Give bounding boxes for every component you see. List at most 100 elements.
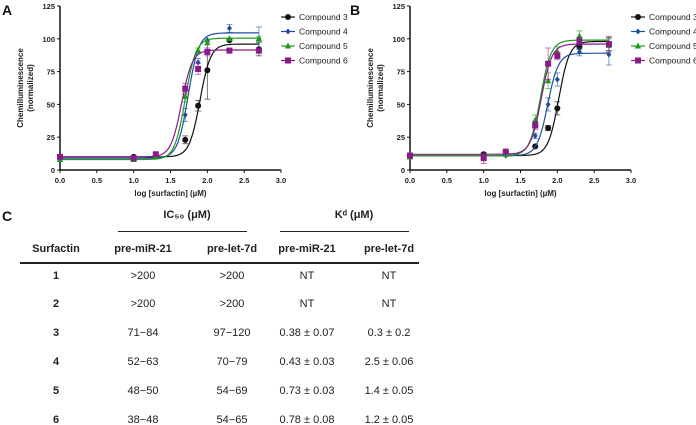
header-divider bbox=[20, 262, 419, 264]
series-compound-6 bbox=[407, 35, 612, 164]
row-label: 2 bbox=[52, 298, 60, 310]
group-header-ic50: IC₅₀ (μM) bbox=[163, 209, 211, 221]
x-tick-label: 0.5 bbox=[442, 176, 452, 185]
square-marker bbox=[182, 85, 189, 92]
diamond-marker bbox=[285, 28, 291, 35]
square-marker bbox=[576, 38, 583, 45]
chart-b: 0.0 0.5 1.0 1.5 2.0 2.5 3.0 0 25 50 75 100 125 log [s… bbox=[366, 2, 696, 198]
triangle-marker bbox=[284, 42, 292, 49]
legend-label: Compound 4 bbox=[299, 27, 348, 37]
triangle-marker bbox=[182, 93, 189, 100]
y-tick-label: 100 bbox=[42, 35, 55, 44]
table-cell: 0.43 ± 0.03 bbox=[279, 356, 335, 368]
column-header: pre-miR-21 bbox=[114, 243, 172, 255]
circle-marker bbox=[554, 105, 561, 112]
table-cell: NT bbox=[299, 298, 315, 310]
table-cell: >200 bbox=[219, 270, 245, 282]
y-tick-label: 50 bbox=[47, 100, 55, 109]
panel-label-b: B bbox=[350, 2, 361, 18]
table-cell: NT bbox=[381, 298, 397, 310]
legend-label: Compound 6 bbox=[649, 56, 696, 66]
table-cell: 70−79 bbox=[216, 356, 248, 368]
x-axis-label: log [surfactin] (µM) bbox=[484, 189, 556, 198]
square-marker bbox=[635, 57, 641, 64]
row-label: 3 bbox=[52, 327, 60, 339]
x-tick-label: 2.5 bbox=[589, 176, 599, 185]
x-tick-label: 1.5 bbox=[165, 176, 175, 185]
x-tick-label: 0.0 bbox=[55, 176, 65, 185]
table-cell: 1.2 ± 0.05 bbox=[364, 414, 414, 425]
circle-marker bbox=[545, 125, 552, 132]
group-divider-ic50 bbox=[118, 231, 247, 232]
circle-marker bbox=[285, 14, 291, 20]
diamond-marker bbox=[532, 132, 538, 139]
square-marker bbox=[480, 155, 487, 162]
square-marker bbox=[554, 52, 561, 59]
y-tick-label: 75 bbox=[47, 68, 55, 77]
circle-marker bbox=[195, 102, 202, 109]
square-marker bbox=[204, 48, 211, 55]
square-marker bbox=[130, 155, 137, 162]
fit-curve bbox=[60, 37, 259, 161]
x-tick-label: 2.0 bbox=[202, 176, 212, 185]
y-axis-label: (normalized) bbox=[26, 64, 35, 112]
row-label: 6 bbox=[52, 414, 60, 425]
triangle-marker bbox=[255, 35, 263, 42]
fit-curve bbox=[410, 39, 609, 157]
legend-item: Compound 6 bbox=[631, 56, 696, 66]
table-cell: 0.3 ± 0.2 bbox=[367, 327, 411, 339]
y-tick-label: 125 bbox=[42, 2, 55, 11]
table-cell: 48−50 bbox=[127, 385, 159, 397]
table-cell: >200 bbox=[130, 298, 156, 310]
y-axis-label: Chemilluminescence bbox=[16, 48, 25, 128]
table-cell: 2.5 ± 0.06 bbox=[364, 356, 414, 368]
circle-marker bbox=[204, 67, 211, 74]
fit-curve bbox=[60, 32, 259, 159]
group-header-kd: Kᵈ (μM) bbox=[334, 209, 374, 221]
y-tick-label: 25 bbox=[47, 133, 55, 142]
column-header: pre-let-7d bbox=[206, 243, 258, 255]
x-tick-label: 0.5 bbox=[92, 176, 102, 185]
x-axis-label: log [surfactin] (µM) bbox=[134, 189, 206, 198]
fit-curve bbox=[410, 43, 609, 155]
circle-marker bbox=[182, 136, 189, 143]
triangle-marker bbox=[204, 39, 211, 46]
legend-item: Compound 4 bbox=[281, 27, 348, 37]
diamond-marker bbox=[545, 101, 551, 108]
group-divider-kd bbox=[280, 231, 409, 232]
triangle-marker bbox=[634, 42, 642, 49]
column-header: pre-miR-21 bbox=[278, 243, 336, 255]
diamond-marker bbox=[554, 76, 560, 83]
y-tick-label: 50 bbox=[397, 100, 405, 109]
square-marker bbox=[152, 151, 159, 158]
panel-label-a: A bbox=[2, 2, 13, 18]
y-axis-label: (normalized) bbox=[376, 64, 385, 112]
table-cell: 97−120 bbox=[213, 327, 251, 339]
legend-label: Compound 3 bbox=[299, 12, 348, 22]
square-marker bbox=[407, 152, 413, 159]
legend-label: Compound 5 bbox=[299, 41, 348, 51]
legend-item: Compound 5 bbox=[631, 41, 696, 51]
legend-item: Compound 3 bbox=[281, 12, 348, 22]
series-compound-6 bbox=[57, 47, 262, 162]
table-cell: 54−69 bbox=[216, 385, 248, 397]
legend-label: Compound 5 bbox=[649, 41, 696, 51]
square-marker bbox=[532, 122, 539, 129]
table-cell: 52−63 bbox=[127, 356, 159, 368]
legend-item: Compound 5 bbox=[281, 41, 348, 51]
triangle-marker bbox=[544, 77, 552, 84]
row-label: 4 bbox=[52, 356, 60, 368]
triangle-marker bbox=[226, 35, 233, 42]
diamond-marker bbox=[226, 25, 232, 32]
circle-marker bbox=[635, 14, 641, 20]
x-tick-label: 3.0 bbox=[276, 176, 286, 185]
x-tick-label: 1.5 bbox=[515, 176, 525, 185]
column-header: Surfactin bbox=[32, 243, 80, 255]
x-tick-label: 2.5 bbox=[239, 176, 249, 185]
table-cell: 71−84 bbox=[127, 327, 159, 339]
triangle-marker bbox=[194, 47, 202, 54]
square-marker bbox=[605, 41, 612, 48]
y-tick-label: 0 bbox=[51, 166, 55, 175]
